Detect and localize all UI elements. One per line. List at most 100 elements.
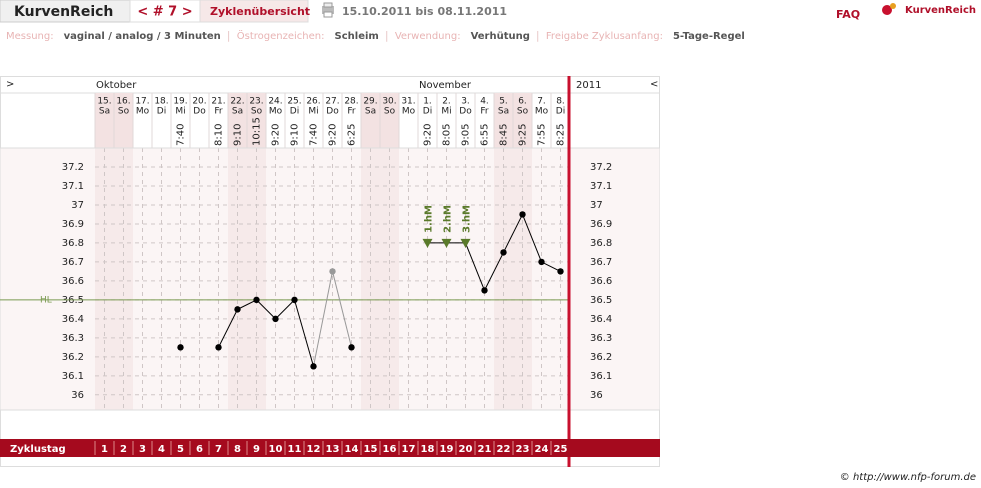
temp-segment bbox=[294, 299, 314, 367]
weekday: So bbox=[251, 107, 263, 117]
y-tick-label-right: 36.5 bbox=[590, 295, 612, 306]
faq-link[interactable]: FAQ bbox=[836, 8, 860, 21]
weekday: Sa bbox=[232, 107, 243, 117]
day-number: 27. bbox=[325, 97, 339, 107]
info-value: Schleim bbox=[335, 31, 379, 42]
cycle-day: 2 bbox=[120, 444, 127, 455]
separator: | bbox=[536, 29, 540, 42]
info-value: vaginal / analog / 3 Minuten bbox=[64, 31, 221, 42]
separator: | bbox=[385, 29, 389, 42]
day-number: 31. bbox=[401, 97, 415, 107]
cycle-day: 18 bbox=[421, 444, 435, 455]
y-tick-label-right: 36 bbox=[590, 390, 603, 401]
weekend-header bbox=[95, 93, 114, 148]
temp-segment bbox=[541, 261, 561, 272]
y-tick-label: 36.8 bbox=[62, 238, 84, 249]
cycle-day: 8 bbox=[234, 444, 241, 455]
temp-point bbox=[215, 344, 222, 351]
day-number: 16. bbox=[116, 97, 130, 107]
day-number: 3. bbox=[461, 97, 470, 107]
temp-point bbox=[500, 249, 507, 256]
temp-segment bbox=[522, 214, 542, 263]
logo-icon bbox=[882, 3, 896, 15]
y-tick-label-right: 36.1 bbox=[590, 371, 612, 382]
time-label: 9:25 bbox=[518, 124, 529, 146]
weekday: Mi bbox=[175, 107, 185, 117]
cycle-day: 14 bbox=[345, 444, 359, 455]
info-value: 5-Tage-Regel bbox=[673, 31, 745, 42]
weekday: Mo bbox=[269, 107, 283, 117]
time-label: 8:25 bbox=[556, 124, 567, 146]
y-tick-label: 37.1 bbox=[62, 181, 84, 192]
day-number: 23. bbox=[249, 97, 263, 107]
y-tick-label: 36.3 bbox=[62, 333, 84, 344]
y-tick-label-right: 37.1 bbox=[590, 181, 612, 192]
day-number: 22. bbox=[230, 97, 244, 107]
cycle-day: 15 bbox=[364, 444, 378, 455]
cycle-day: 20 bbox=[459, 444, 473, 455]
weekday: So bbox=[517, 107, 529, 117]
y-tick-label-right: 36.7 bbox=[590, 257, 612, 268]
time-label: 7:55 bbox=[537, 124, 548, 146]
time-label: 9:20 bbox=[423, 124, 434, 146]
nav-right[interactable]: < bbox=[650, 79, 658, 90]
weekday: Mo bbox=[535, 107, 549, 117]
weekend-header bbox=[361, 93, 380, 148]
y-tick-label: 36.6 bbox=[62, 276, 84, 287]
cycle-day: 7 bbox=[215, 444, 222, 455]
temp-point bbox=[272, 315, 279, 323]
weekday: Di bbox=[556, 107, 565, 117]
temp-segment bbox=[332, 271, 352, 348]
day-number: 20. bbox=[192, 97, 206, 107]
month-label: Oktober bbox=[96, 80, 137, 91]
temp-point bbox=[253, 296, 260, 304]
day-number: 26. bbox=[306, 97, 320, 107]
year-label: 2011 bbox=[576, 80, 601, 91]
weekday: Fr bbox=[347, 107, 356, 117]
y-tick-label: 36.1 bbox=[62, 371, 84, 382]
overview-link[interactable]: Zyklenübersicht bbox=[210, 5, 310, 18]
temp-segment bbox=[237, 299, 257, 310]
nav-left[interactable]: > bbox=[6, 79, 14, 90]
temp-segment bbox=[503, 214, 523, 253]
temp-point bbox=[538, 258, 545, 266]
temp-segment bbox=[313, 271, 333, 367]
day-number: 8. bbox=[556, 97, 565, 107]
cycle-day: 25 bbox=[554, 444, 568, 455]
day-number: 19. bbox=[173, 97, 187, 107]
logo-text: KurvenReich bbox=[905, 5, 976, 16]
temp-point bbox=[481, 287, 488, 294]
weekday: Do bbox=[459, 107, 472, 117]
print-icon[interactable] bbox=[322, 2, 334, 18]
cycle-day: 9 bbox=[253, 444, 260, 455]
y-tick-label-right: 36.9 bbox=[590, 219, 612, 230]
time-label: 7:40 bbox=[176, 124, 187, 146]
time-label: 10:15 bbox=[252, 117, 263, 146]
day-number: 24. bbox=[268, 97, 282, 107]
y-tick-label: 36 bbox=[71, 390, 84, 401]
day-number: 18. bbox=[154, 97, 168, 107]
cycle-day: 23 bbox=[516, 444, 530, 455]
day-number: 29. bbox=[363, 97, 377, 107]
month-label: November bbox=[419, 80, 472, 91]
y-tick-label-right: 37.2 bbox=[590, 162, 612, 173]
cycle-day: 17 bbox=[402, 444, 416, 455]
time-label: 9:05 bbox=[461, 124, 472, 146]
day-number: 1. bbox=[423, 97, 432, 107]
y-tick-label: 36.4 bbox=[62, 314, 84, 325]
weekend-header bbox=[228, 93, 247, 148]
cycle-nav[interactable]: < # 7 > bbox=[137, 5, 192, 20]
weekend-header bbox=[513, 93, 532, 148]
day-number: 6. bbox=[518, 97, 527, 107]
copyright: © http://www.nfp-forum.de bbox=[840, 472, 976, 483]
temp-point bbox=[177, 344, 184, 351]
info-label: Freigabe Zyklusanfang: bbox=[546, 31, 663, 42]
weekday: Sa bbox=[498, 107, 509, 117]
y-tick-label: 36.2 bbox=[62, 352, 84, 363]
temp-point bbox=[310, 363, 317, 370]
temp-segment bbox=[275, 299, 295, 320]
day-number: 30. bbox=[382, 97, 396, 107]
overview-box bbox=[199, 0, 309, 23]
marker-triangle bbox=[441, 238, 452, 248]
